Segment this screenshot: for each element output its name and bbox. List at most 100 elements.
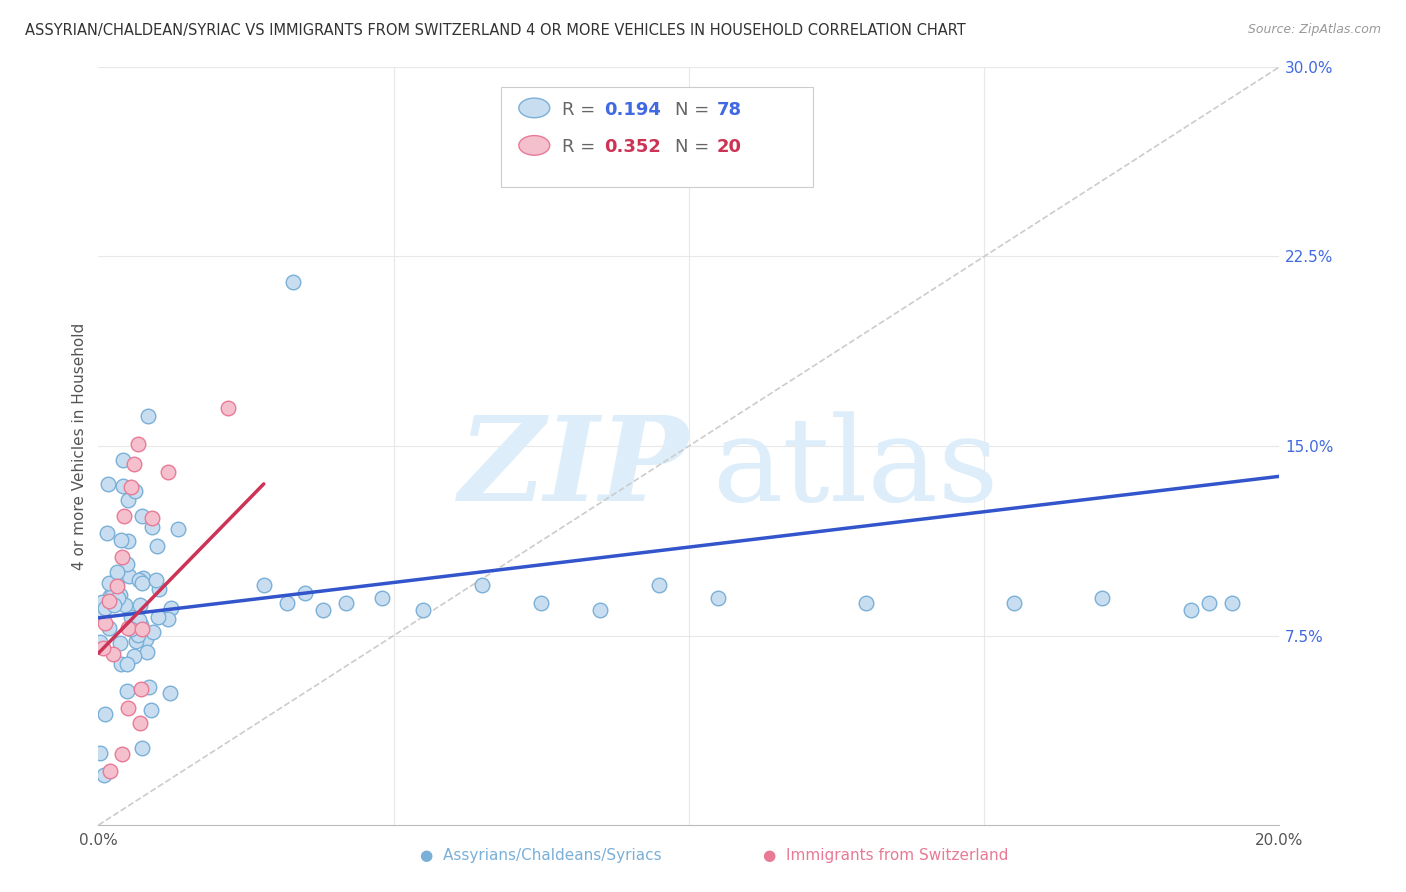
Point	[111, 549, 134, 564]
Point	[135, 645, 157, 659]
Point	[97, 477, 120, 491]
Point	[148, 582, 170, 597]
Point	[648, 578, 671, 592]
Point	[1220, 596, 1243, 610]
Point	[127, 437, 149, 451]
Point	[93, 601, 115, 615]
Point	[115, 557, 138, 571]
Point	[530, 596, 553, 610]
Point	[98, 764, 121, 779]
Point	[117, 492, 139, 507]
Point	[276, 596, 298, 610]
Point	[97, 621, 120, 635]
Point	[111, 747, 134, 761]
Point	[117, 700, 139, 714]
Point	[105, 579, 128, 593]
Point	[101, 647, 124, 661]
Point	[145, 573, 167, 587]
Point	[136, 409, 159, 423]
Point	[111, 479, 134, 493]
Point	[120, 480, 142, 494]
Point	[93, 767, 115, 781]
Point	[128, 599, 150, 613]
Point	[312, 603, 335, 617]
Point	[120, 609, 142, 624]
Point	[131, 576, 153, 591]
Text: ASSYRIAN/CHALDEAN/SYRIAC VS IMMIGRANTS FROM SWITZERLAND 4 OR MORE VEHICLES IN HO: ASSYRIAN/CHALDEAN/SYRIAC VS IMMIGRANTS F…	[25, 23, 966, 38]
Point	[108, 636, 131, 650]
Point	[98, 594, 121, 608]
Text: ●  Assyrians/Chaldeans/Syriacs: ● Assyrians/Chaldeans/Syriacs	[420, 848, 662, 863]
Point	[115, 657, 138, 671]
Point	[117, 621, 139, 635]
Point	[120, 622, 142, 636]
Point	[108, 588, 131, 602]
Point	[98, 575, 121, 590]
Point	[114, 598, 136, 612]
Point	[101, 589, 124, 603]
Point	[129, 618, 152, 632]
Point	[129, 681, 152, 696]
Point	[589, 603, 612, 617]
Point	[132, 571, 155, 585]
Point	[124, 483, 146, 498]
Point	[1091, 591, 1114, 605]
Point	[141, 519, 163, 533]
Point	[96, 526, 118, 541]
Point	[156, 466, 179, 480]
Point	[471, 578, 494, 592]
Point	[148, 610, 170, 624]
Text: Source: ZipAtlas.com: Source: ZipAtlas.com	[1247, 23, 1381, 37]
Point	[91, 595, 114, 609]
Text: 20: 20	[717, 138, 742, 156]
Point	[371, 591, 394, 605]
Point	[146, 539, 169, 553]
Point	[335, 596, 357, 610]
Point	[94, 706, 117, 721]
Text: ZIP: ZIP	[458, 411, 689, 526]
Point	[217, 401, 239, 416]
Point	[125, 633, 148, 648]
Point	[89, 747, 111, 761]
Point	[412, 603, 434, 617]
Point	[122, 648, 145, 663]
Text: N =: N =	[675, 101, 714, 119]
Point	[294, 585, 316, 599]
Point	[131, 741, 153, 756]
Point	[1180, 603, 1202, 617]
Point	[253, 578, 276, 592]
Point	[117, 568, 139, 582]
Point	[98, 589, 121, 603]
Point	[157, 612, 180, 626]
Text: N =: N =	[675, 138, 714, 156]
Point	[115, 684, 138, 698]
Point	[855, 596, 877, 610]
Point	[89, 635, 111, 649]
Point	[89, 607, 111, 622]
Text: R =: R =	[562, 138, 602, 156]
Text: ●  Immigrants from Switzerland: ● Immigrants from Switzerland	[763, 848, 1008, 863]
Point	[107, 591, 129, 606]
Point	[138, 680, 160, 694]
Point	[110, 533, 132, 548]
Point	[111, 452, 134, 467]
Point	[141, 703, 163, 717]
Point	[103, 599, 125, 613]
Point	[124, 457, 146, 471]
Point	[127, 627, 149, 641]
Point	[111, 568, 134, 582]
Point	[128, 715, 150, 730]
Point	[1002, 596, 1025, 610]
Point	[94, 615, 117, 630]
Point	[707, 591, 730, 605]
Point	[283, 275, 305, 289]
Point	[141, 511, 163, 525]
Point	[1198, 596, 1220, 610]
Point	[91, 640, 114, 655]
Point	[128, 573, 150, 587]
Point	[112, 509, 135, 524]
Text: 78: 78	[717, 101, 742, 119]
Point	[142, 625, 165, 640]
Text: 0.194: 0.194	[605, 101, 661, 119]
Point	[131, 622, 153, 636]
